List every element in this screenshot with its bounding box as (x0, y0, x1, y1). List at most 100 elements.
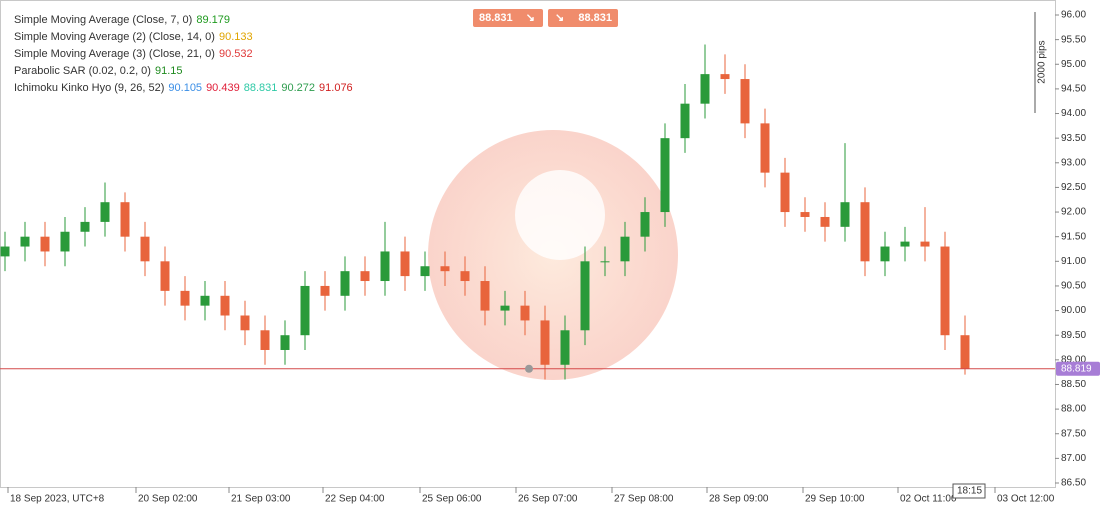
candle-body (900, 241, 910, 247)
candle-body (200, 295, 210, 306)
sell-button[interactable]: 88.831 ↘ (473, 9, 543, 27)
x-tick-label: 27 Sep 08:00 (614, 494, 674, 505)
y-tick-label: 95.00 (1061, 59, 1086, 70)
legend-value: 90.532 (218, 48, 253, 60)
candle-body (120, 202, 130, 237)
candle-body (40, 236, 50, 252)
candle-body (700, 74, 710, 104)
candle-body (180, 290, 190, 306)
legend-entry: Parabolic SAR (0.02, 0.2, 0) 91.15 (14, 63, 353, 80)
candle-body (820, 216, 830, 227)
buy-button[interactable]: ↘ 88.831 (548, 9, 618, 27)
x-tick-label: 03 Oct 12:00 (997, 494, 1055, 505)
candle-body (660, 138, 670, 213)
x-tick-label: 29 Sep 10:00 (805, 494, 865, 505)
buy-arrow: ↘ (555, 12, 565, 24)
price-marker (525, 364, 533, 373)
candle-body (320, 285, 330, 296)
candle-body (240, 315, 250, 331)
y-tick-label: 90.50 (1061, 281, 1086, 292)
price-tag-label: 88.819 (1061, 363, 1092, 374)
legend-value: 91.076 (319, 82, 353, 94)
candle-body (680, 103, 690, 139)
candle-body (300, 285, 310, 336)
sell-price: 88.831 (479, 12, 513, 24)
candle-body (400, 251, 410, 277)
y-tick-label: 87.50 (1061, 428, 1086, 439)
candle-body (540, 320, 550, 365)
candle-body (520, 305, 530, 321)
candle-body (340, 271, 350, 296)
y-tick-label: 95.50 (1061, 34, 1086, 45)
candle-body (140, 236, 150, 262)
legend-value: 90.272 (281, 82, 316, 94)
candle-body (620, 236, 630, 262)
y-tick-label: 88.00 (1061, 404, 1086, 415)
legend-entry: Simple Moving Average (Close, 7, 0) 89.17… (14, 12, 353, 29)
price-tag (1056, 361, 1100, 376)
y-tick-label: 89.50 (1061, 330, 1086, 341)
y-tick-label: 87.00 (1061, 453, 1086, 464)
time-tag (952, 483, 986, 499)
legend-label: Simple Moving Average (2) (Close, 14, 0) (14, 31, 215, 43)
y-tick-label: 92.00 (1061, 207, 1086, 218)
legend-label: Simple Moving Average (3) (Close, 21, 0) (14, 48, 215, 60)
legend-entry: Simple Moving Average (2) (Close, 14, 0)… (14, 29, 353, 46)
watermark-hole (515, 170, 605, 260)
buy-price: 88.831 (578, 12, 612, 24)
y-tick-label: 91.50 (1061, 231, 1086, 242)
candle-body (360, 271, 370, 282)
y-tick-label: 93.00 (1061, 157, 1086, 168)
candle-body (480, 281, 490, 311)
candle-body (920, 241, 930, 247)
y-tick-label: 94.00 (1061, 108, 1086, 119)
scale-label: 2000 pips (1037, 40, 1048, 83)
candle-body (800, 212, 810, 217)
legend-value: 90.105 (168, 82, 203, 94)
candle-body (580, 261, 590, 331)
candle-body (440, 266, 450, 272)
x-tick-label: 20 Sep 02:00 (138, 494, 198, 505)
candle-body (720, 74, 730, 80)
candle-body (460, 271, 470, 282)
candle-body (740, 79, 750, 124)
y-tick-label: 94.50 (1061, 84, 1086, 95)
x-tick-label: 21 Sep 03:00 (231, 494, 291, 505)
legend-label: Ichimoku Kinko Hyo (9, 26, 52) (14, 82, 165, 94)
legend-value: 91.15 (154, 65, 183, 77)
candle-body (260, 330, 270, 350)
candle-body (100, 202, 110, 222)
legend-value: 90.133 (218, 31, 253, 43)
candle-body (600, 261, 610, 263)
candle-body (80, 221, 90, 232)
x-tick-label: 18 Sep 2023, UTC+8 (10, 494, 105, 505)
x-tick-label: 25 Sep 06:00 (422, 494, 482, 505)
candle-body (780, 172, 790, 213)
legend-value: 88.831 (243, 82, 278, 94)
legend: Simple Moving Average (Close, 7, 0) 89.17… (14, 12, 353, 97)
y-tick-label: 90.00 (1061, 305, 1086, 316)
legend-entry: Ichimoku Kinko Hyo (9, 26, 52) 90.105 90.4… (14, 80, 353, 97)
candle-body (20, 236, 30, 247)
y-tick-label: 89.00 (1061, 354, 1086, 365)
x-tick-label: 02 Oct 11:00 (900, 494, 957, 505)
legend-value: 89.179 (196, 14, 230, 26)
legend-label: Simple Moving Average (Close, 7, 0) (14, 14, 193, 26)
candle-body (220, 295, 230, 316)
candle-body (60, 231, 70, 252)
y-tick-label: 96.00 (1061, 10, 1086, 21)
legend-label: Parabolic SAR (0.02, 0.2, 0) (14, 65, 151, 77)
candle-body (0, 246, 10, 257)
candle-body (940, 246, 950, 336)
y-tick-label: 86.50 (1061, 478, 1086, 489)
candle-body (860, 202, 870, 262)
x-tick-label: 22 Sep 04:00 (325, 494, 385, 505)
y-tick-label: 91.00 (1061, 256, 1086, 267)
candle-body (960, 335, 970, 369)
y-tick-label: 93.50 (1061, 133, 1086, 144)
y-tick-label: 92.50 (1061, 182, 1086, 193)
legend-entry: Simple Moving Average (3) (Close, 21, 0)… (14, 46, 353, 63)
sell-arrow: ↘ (525, 12, 535, 24)
